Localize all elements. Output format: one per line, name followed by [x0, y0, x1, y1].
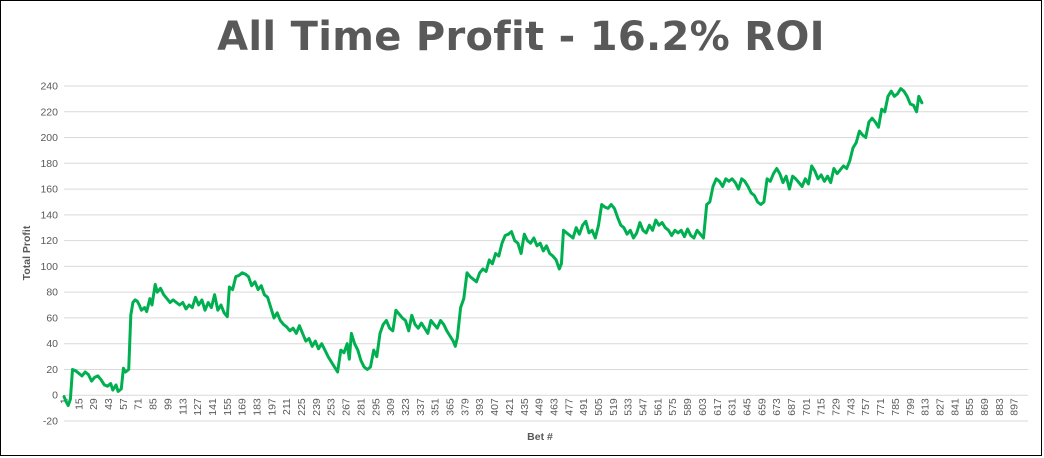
x-tick-label: 421 [504, 398, 516, 416]
y-tick-label: 100 [40, 261, 58, 273]
x-tick-label: 183 [252, 398, 264, 416]
x-tick-label: 155 [222, 398, 234, 416]
x-tick-label: 29 [88, 398, 100, 410]
x-tick-label: 589 [682, 398, 694, 416]
y-tick-label: 80 [46, 287, 58, 299]
x-tick-label: 127 [192, 398, 204, 416]
x-tick-label: 855 [964, 398, 976, 416]
x-tick-label: 365 [445, 398, 457, 416]
x-tick-label: 225 [296, 398, 308, 416]
x-tick-label: 85 [148, 398, 160, 410]
x-tick-label: 379 [459, 398, 471, 416]
x-tick-label: 281 [355, 398, 367, 416]
y-tick-label: -20 [43, 416, 58, 428]
x-tick-label: 715 [816, 398, 828, 416]
x-tick-label: 449 [534, 398, 546, 416]
x-tick-label: 505 [593, 398, 605, 416]
x-axis-label: Bet # [527, 431, 553, 443]
x-tick-label: 659 [756, 398, 768, 416]
series-group [62, 87, 924, 407]
x-tick-label: 211 [281, 398, 293, 415]
x-tick-label: 743 [845, 398, 857, 416]
x-tick-label: 113 [177, 398, 189, 415]
x-tick-label: 477 [563, 398, 575, 416]
x-tick-label: 491 [578, 398, 590, 416]
x-tick-label: 197 [266, 398, 278, 416]
x-tick-labels: 1 15 29 43 57 71 85 99 113 127 141 155 169 183 197 211 2… [59, 398, 1021, 416]
x-tick-label: 645 [741, 398, 753, 416]
x-tick-label: 407 [489, 398, 501, 416]
x-tick-label: 267 [341, 398, 353, 416]
y-tick-label: 20 [46, 364, 58, 376]
x-tick-label: 239 [311, 398, 323, 416]
y-tick-label: 160 [40, 184, 58, 196]
x-tick-label: 57 [118, 398, 130, 410]
series-line-0 [62, 87, 924, 407]
x-tick-label: 463 [548, 398, 560, 416]
x-tick-label: 43 [103, 398, 115, 410]
x-tick-label: 141 [207, 398, 219, 416]
x-tick-label: 323 [400, 398, 412, 416]
y-tick-label: 140 [40, 209, 58, 221]
x-tick-label: 337 [415, 398, 427, 416]
x-tick-label: 785 [890, 398, 902, 416]
x-tick-label: 631 [727, 398, 739, 416]
x-tick-label: 533 [623, 398, 635, 416]
x-tick-label: 729 [831, 398, 843, 416]
x-tick-label: 617 [712, 398, 724, 416]
y-tick-label: 180 [40, 158, 58, 170]
chart-title: All Time Profit - 16.2% ROI [217, 14, 825, 60]
y-tick-label: 220 [40, 106, 58, 118]
y-tick-label: 60 [46, 312, 58, 324]
x-tick-label: 813 [920, 398, 932, 416]
x-tick-label: 393 [474, 398, 486, 416]
y-tick-label: 200 [40, 132, 58, 144]
x-tick-label: 841 [949, 398, 961, 416]
y-tick-label: 120 [40, 235, 58, 247]
x-tick-label: 883 [994, 398, 1006, 416]
x-tick-label: 701 [801, 398, 813, 416]
x-tick-label: 561 [652, 398, 664, 416]
x-tick-label: 827 [934, 398, 946, 416]
gridlines [64, 85, 1028, 422]
x-tick-label: 575 [667, 398, 679, 416]
x-tick-label: 71 [133, 398, 145, 410]
x-tick-label: 673 [771, 398, 783, 416]
y-tick-label: 0 [52, 390, 58, 402]
x-tick-label: 253 [326, 398, 338, 416]
x-tick-label: 603 [697, 398, 709, 416]
x-tick-label: 435 [519, 398, 531, 416]
x-tick-label: 547 [638, 398, 650, 416]
x-tick-label: 15 [73, 398, 85, 410]
x-tick-label: 99 [162, 398, 174, 410]
x-tick-label: 351 [430, 398, 442, 416]
x-tick-label: 869 [979, 398, 991, 416]
x-tick-label: 295 [370, 398, 382, 416]
y-tick-label: 40 [46, 338, 58, 350]
x-tick-label: 687 [786, 398, 798, 416]
y-axis-label: Total Profit [21, 225, 33, 280]
y-tick-labels: -20 0 20 40 60 80 100 120 140 160 180 200 220 240 [40, 81, 58, 428]
x-tick-label: 771 [875, 398, 887, 416]
x-tick-label: 757 [860, 398, 872, 416]
x-tick-label: 897 [1009, 398, 1021, 416]
x-tick-label: 519 [608, 398, 620, 416]
x-tick-label: 169 [237, 398, 249, 416]
x-tick-label: 309 [385, 398, 397, 416]
y-tick-label: 240 [40, 81, 58, 93]
x-tick-label: 799 [905, 398, 917, 416]
